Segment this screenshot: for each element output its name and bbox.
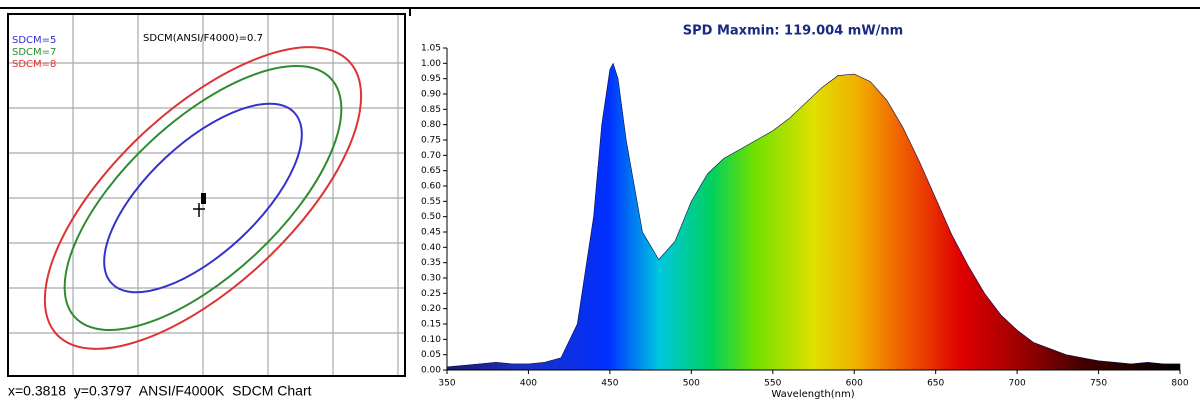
x-tick-label: 750 <box>1090 379 1107 389</box>
y-tick-label: 0.95 <box>421 74 441 84</box>
y-tick-label: 0.20 <box>421 304 441 314</box>
y-tick-label: 0.45 <box>421 228 441 238</box>
legend-entry: SDCM=8 <box>12 59 56 70</box>
y-tick-label: 0.85 <box>421 105 441 115</box>
legend-entry: SDCM=7 <box>12 47 56 58</box>
y-tick-label: 0.65 <box>421 166 441 176</box>
legend-entry: SDCM=5 <box>12 35 56 46</box>
y-tick-label: 0.60 <box>421 182 441 192</box>
sdcm-title: SDCM(ANSI/F4000)=0.7 <box>143 33 263 44</box>
spd-plot: 0.00 0.05 0.10 0.15 0.20 0.25 0.30 0.35 0.40 0.45… <box>421 44 1189 389</box>
y-tick-label: 0.05 <box>421 350 441 360</box>
y-tick-label: 0.00 <box>421 366 441 376</box>
point-marker <box>193 193 206 217</box>
x-tick-label: 650 <box>927 379 944 389</box>
spectrum-area <box>446 62 1181 371</box>
y-tick-label: 1.05 <box>421 44 441 54</box>
y-tick-label: 0.10 <box>421 335 441 345</box>
sdcm-ellipse <box>63 65 343 331</box>
x-tick-label: 700 <box>1009 379 1026 389</box>
y-tick-label: 0.50 <box>421 212 441 222</box>
y-tick-label: 0.15 <box>421 320 441 330</box>
y-tick-label: 0.35 <box>421 258 441 268</box>
x-axis-label: Wavelength(nm) <box>771 389 854 400</box>
x-tick-label: 800 <box>1171 379 1188 389</box>
sdcm-ellipse <box>103 102 303 294</box>
x-tick-label: 600 <box>846 379 863 389</box>
y-tick-label: 0.30 <box>421 274 441 284</box>
x-tick-label: 450 <box>601 379 618 389</box>
x-tick-label: 350 <box>438 379 455 389</box>
y-tick-label: 0.80 <box>421 120 441 130</box>
y-tick-label: 1.00 <box>421 59 441 69</box>
sdcm-ellipse <box>43 46 363 350</box>
y-tick-label: 0.70 <box>421 151 441 161</box>
y-tick-label: 0.40 <box>421 243 441 253</box>
y-tick-label: 0.75 <box>421 136 441 146</box>
x-tick-label: 500 <box>683 379 700 389</box>
y-tick-label: 0.55 <box>421 197 441 207</box>
x-tick-label: 400 <box>520 379 537 389</box>
sdcm-caption: x=0.3818 y=0.3797 ANSI/F4000K SDCM Chart <box>8 383 312 399</box>
y-tick-label: 0.90 <box>421 90 441 100</box>
y-tick-label: 0.25 <box>421 289 441 299</box>
spd-title: SPD Maxmin: 119.004 mW/nm <box>683 24 903 39</box>
x-tick-label: 550 <box>764 379 781 389</box>
sdcm-frame <box>7 13 406 377</box>
